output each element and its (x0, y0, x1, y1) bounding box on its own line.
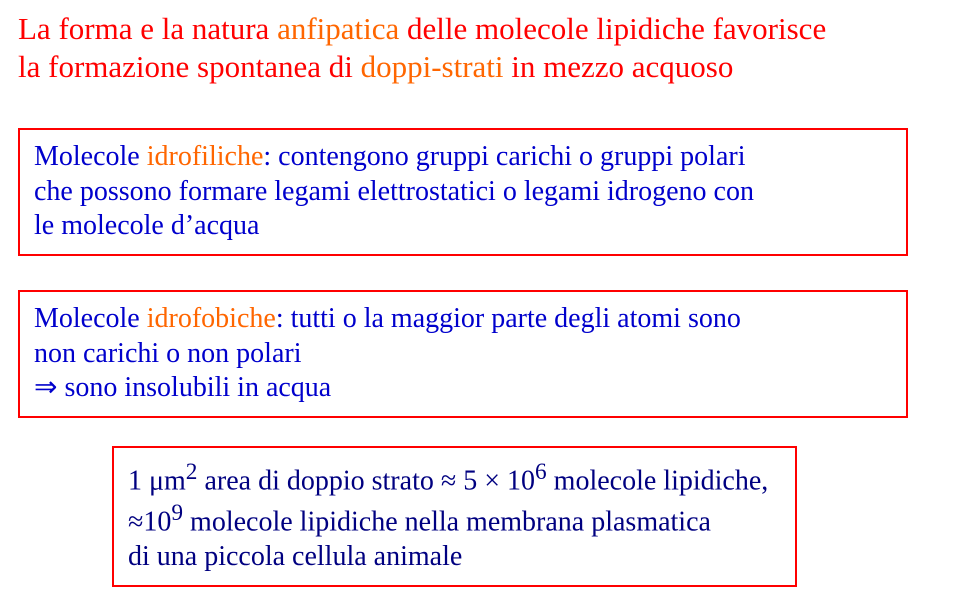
title-hl-doppistrati: doppi-strati (361, 49, 504, 84)
title-line1-part1: La forma e la natura (18, 11, 277, 46)
hydrophilic-lead-c: : contengono gruppi carichi o gruppi pol… (263, 141, 745, 172)
stats-l2-b: molecole lipidiche nella membrana plasma… (183, 506, 711, 537)
hydrophilic-lead-a: Molecole (34, 141, 147, 172)
hydrophilic-hl: idrofiliche (147, 141, 264, 172)
title-line2-part1: la formazione spontanea di (18, 49, 361, 84)
title-line1-part3: delle molecole lipidiche favorisce (399, 11, 826, 46)
hydrophobic-line2: non carichi o non polari (34, 338, 301, 369)
hydrophobic-lead-c: : tutti o la maggior parte degli atomi s… (276, 303, 741, 334)
stats-l1-c: molecole lipidiche, (547, 465, 769, 496)
hydrophobic-hl: idrofobiche (147, 303, 276, 334)
title-hl-anfipatica: anfipatica (277, 11, 399, 46)
stats-l1-sup1: 2 (186, 459, 198, 485)
implies-arrow-icon: ⇒ (34, 372, 57, 403)
hydrophobic-box: Molecole idrofobiche: tutti o la maggior… (18, 290, 908, 418)
stats-l1-a: 1 μm (128, 465, 186, 496)
title-line2-part3: in mezzo acquoso (504, 49, 734, 84)
hydrophilic-line3: le molecole d’acqua (34, 210, 259, 241)
stats-box: 1 μm2 area di doppio strato ≈ 5 × 106 mo… (112, 446, 797, 587)
stats-l1-sup2: 6 (535, 459, 547, 485)
stats-l2-a: ≈10 (128, 506, 171, 537)
hydrophilic-box: Molecole idrofiliche: contengono gruppi … (18, 128, 908, 256)
hydrophobic-lead-a: Molecole (34, 303, 147, 334)
stats-l1-b: area di doppio strato ≈ 5 × 10 (197, 465, 535, 496)
hydrophilic-line2: che possono formare legami elettrostatic… (34, 176, 754, 207)
stats-l2-sup: 9 (171, 500, 183, 526)
slide-title: La forma e la natura anfipatica delle mo… (18, 10, 838, 86)
stats-l3: di una piccola cellula animale (128, 541, 462, 572)
hydrophobic-line3: sono insolubili in acqua (57, 372, 331, 403)
